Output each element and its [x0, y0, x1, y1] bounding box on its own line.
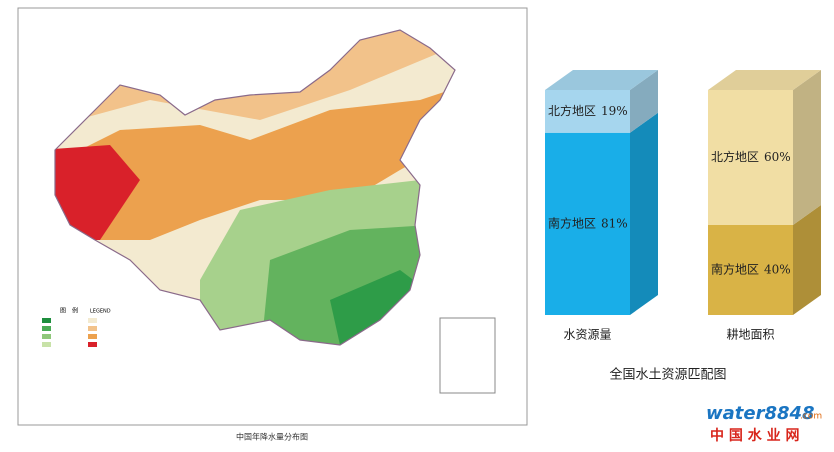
segment-name: 北方地区: [548, 103, 596, 118]
x-tick-label: 水资源量: [563, 328, 611, 342]
watermark-cn: 中 国 水 业 网: [710, 427, 800, 444]
watermark-logo: water8848: [706, 403, 815, 424]
bar-segment: [708, 90, 793, 225]
segment-name: 北方地区: [711, 149, 759, 164]
x-tick-label: 耕地面积: [726, 327, 774, 342]
bar-side: [630, 70, 658, 133]
value-label: 81%: [601, 216, 628, 230]
value-label: 19%: [601, 104, 628, 118]
legend-swatches: [42, 318, 97, 347]
map: 图 例 LEGEND 中国年降水量分布图: [17, 7, 528, 442]
bar-top: [545, 70, 658, 90]
legend-title: 图 例: [60, 307, 78, 315]
bar-top: [708, 70, 821, 90]
watermark: water8848 .com 中 国 水 业 网: [706, 403, 822, 444]
segment-name: 南方地区: [711, 262, 759, 277]
value-label: 60%: [764, 150, 791, 164]
value-label: 40%: [764, 263, 791, 277]
bar-side: [793, 70, 821, 225]
bar-segment: [545, 90, 630, 133]
map-caption: 中国年降水量分布图: [236, 432, 308, 442]
bar-segment: [708, 225, 793, 315]
segment-name: 南方地区: [548, 215, 596, 230]
legend-subtitle: LEGEND: [90, 309, 111, 315]
bar-segment: [545, 132, 630, 315]
chart-title: 全国水土资源匹配图: [609, 367, 726, 383]
inset: [439, 317, 496, 394]
watermark-domain: .com: [800, 412, 822, 422]
bar-side: [793, 205, 821, 315]
chart: 全国水土资源匹配图 南方地区 81% 北方地区 19% 水资源量 南方地区 40% 北方地区 6…: [545, 70, 821, 383]
bar-side: [630, 112, 658, 315]
